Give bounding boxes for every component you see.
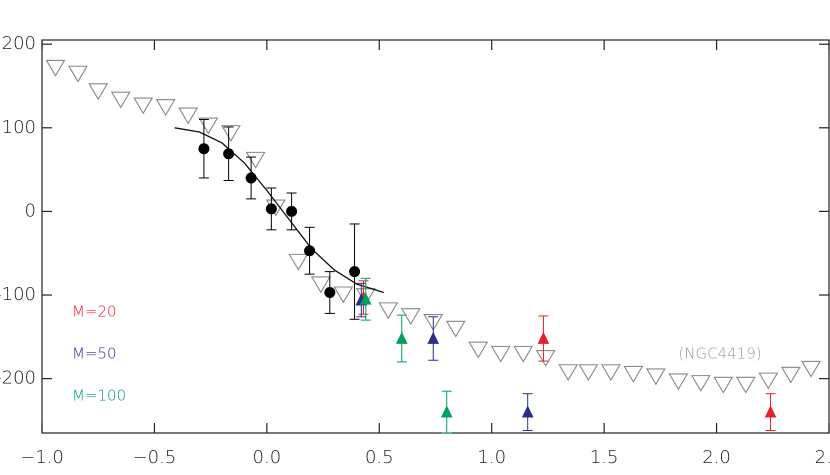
point <box>440 405 453 418</box>
point <box>45 59 66 77</box>
x-tick-label: 0.5 <box>365 447 394 468</box>
point <box>645 368 666 386</box>
point <box>764 405 777 418</box>
legend-label: M=50 <box>72 345 117 363</box>
point <box>178 107 199 125</box>
point <box>400 308 421 326</box>
point <box>304 245 316 257</box>
point <box>558 364 579 382</box>
point <box>537 331 550 344</box>
point <box>535 349 556 367</box>
x-tick-label: 2.5 <box>815 447 830 468</box>
point <box>220 125 241 142</box>
legend-label: M=100 <box>72 387 126 405</box>
point <box>68 65 88 83</box>
y-tick-label: -100 <box>0 284 36 305</box>
x-tick-label: 0.0 <box>253 447 282 468</box>
point <box>359 292 372 305</box>
point <box>198 117 219 135</box>
x-tick-label: −0.5 <box>133 447 177 468</box>
y-tick-label: -200 <box>0 368 36 389</box>
point <box>623 365 644 383</box>
point <box>521 405 534 418</box>
point <box>801 360 821 378</box>
point <box>713 376 734 394</box>
point <box>427 331 440 344</box>
point <box>395 331 408 344</box>
legend-label: M=20 <box>72 303 117 321</box>
x-tick-label: −1.0 <box>20 447 64 468</box>
x-tick-label: 2.0 <box>702 447 731 468</box>
point <box>445 320 466 338</box>
y-tick-label: 0 <box>25 200 36 221</box>
point <box>690 375 711 393</box>
point <box>578 364 599 382</box>
point <box>668 373 689 391</box>
point <box>758 372 779 390</box>
plot-frame <box>41 39 830 434</box>
point <box>600 364 621 382</box>
point <box>468 341 489 359</box>
point <box>198 143 210 155</box>
point <box>423 314 444 331</box>
annotation: (NGC4419) <box>678 345 761 363</box>
point <box>378 302 399 320</box>
point <box>265 203 277 215</box>
point <box>310 276 331 294</box>
x-tick-label: 1.0 <box>477 447 506 468</box>
point <box>780 366 801 384</box>
curve <box>174 127 384 294</box>
point <box>333 286 354 304</box>
point <box>133 97 154 115</box>
point <box>490 345 511 363</box>
y-tick-label: 200 <box>2 33 36 54</box>
point <box>110 91 131 109</box>
y-tick-label: 100 <box>2 117 36 138</box>
point <box>324 287 336 299</box>
point <box>155 99 176 117</box>
point <box>245 172 257 184</box>
point <box>245 151 266 169</box>
point <box>735 376 756 394</box>
x-tick-label: 1.5 <box>590 447 619 468</box>
point <box>286 205 298 217</box>
point <box>288 253 309 271</box>
point <box>513 345 534 363</box>
point <box>88 83 109 101</box>
point <box>223 148 235 160</box>
point <box>349 266 361 278</box>
